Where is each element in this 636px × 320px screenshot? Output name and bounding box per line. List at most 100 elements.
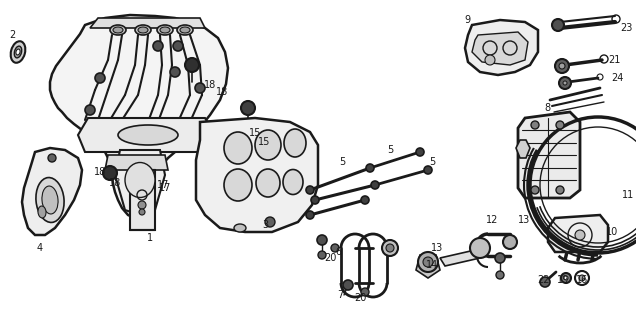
- Circle shape: [366, 164, 374, 172]
- Circle shape: [103, 166, 117, 180]
- Ellipse shape: [177, 25, 193, 35]
- Text: 5: 5: [429, 157, 435, 167]
- Text: 16: 16: [576, 275, 588, 285]
- Polygon shape: [105, 155, 168, 170]
- Circle shape: [424, 166, 432, 174]
- Polygon shape: [416, 255, 440, 278]
- Text: 15: 15: [249, 128, 261, 138]
- Circle shape: [343, 280, 353, 290]
- Circle shape: [559, 63, 565, 69]
- Text: 24: 24: [611, 73, 623, 83]
- Ellipse shape: [135, 25, 151, 35]
- Circle shape: [563, 81, 567, 85]
- Text: 17: 17: [159, 183, 171, 193]
- Text: 18: 18: [204, 80, 216, 90]
- Ellipse shape: [36, 178, 64, 222]
- Text: 7: 7: [337, 290, 343, 300]
- Circle shape: [138, 201, 146, 209]
- Text: 14: 14: [426, 260, 438, 270]
- Text: 5: 5: [339, 157, 345, 167]
- Polygon shape: [22, 148, 82, 235]
- Circle shape: [361, 196, 369, 204]
- Ellipse shape: [42, 186, 58, 214]
- Text: 12: 12: [486, 215, 498, 225]
- Polygon shape: [78, 118, 215, 152]
- Ellipse shape: [255, 130, 281, 160]
- Text: 20: 20: [324, 253, 336, 263]
- Circle shape: [173, 41, 183, 51]
- Circle shape: [241, 101, 255, 115]
- Text: 15: 15: [258, 137, 270, 147]
- Circle shape: [495, 253, 505, 263]
- Circle shape: [195, 83, 205, 93]
- Circle shape: [531, 121, 539, 129]
- Text: 1: 1: [147, 233, 153, 243]
- Text: 2: 2: [9, 30, 15, 40]
- Circle shape: [139, 209, 145, 215]
- Polygon shape: [130, 170, 155, 230]
- Ellipse shape: [157, 25, 173, 35]
- Polygon shape: [465, 20, 538, 75]
- Circle shape: [306, 186, 314, 194]
- Text: 9: 9: [464, 15, 470, 25]
- Polygon shape: [90, 18, 205, 28]
- Text: 17: 17: [157, 180, 169, 190]
- Circle shape: [48, 154, 56, 162]
- Circle shape: [318, 251, 326, 259]
- Circle shape: [470, 238, 490, 258]
- Text: 19: 19: [557, 275, 569, 285]
- Polygon shape: [50, 15, 228, 218]
- Circle shape: [531, 186, 539, 194]
- Text: 4: 4: [37, 243, 43, 253]
- Circle shape: [418, 252, 438, 272]
- Text: 23: 23: [620, 23, 632, 33]
- Text: 3: 3: [262, 220, 268, 230]
- Circle shape: [265, 217, 275, 227]
- Circle shape: [317, 235, 327, 245]
- Polygon shape: [548, 215, 608, 252]
- Circle shape: [485, 55, 495, 65]
- Circle shape: [556, 121, 564, 129]
- Text: 20: 20: [354, 293, 366, 303]
- Ellipse shape: [138, 27, 148, 33]
- Circle shape: [540, 277, 550, 287]
- Circle shape: [555, 59, 569, 73]
- Polygon shape: [115, 150, 165, 215]
- Text: 13: 13: [518, 215, 530, 225]
- Text: 8: 8: [544, 103, 550, 113]
- Circle shape: [552, 19, 564, 31]
- Ellipse shape: [113, 27, 123, 33]
- Circle shape: [386, 244, 394, 252]
- Circle shape: [85, 105, 95, 115]
- Circle shape: [579, 275, 585, 281]
- Ellipse shape: [284, 129, 306, 157]
- Circle shape: [503, 235, 517, 249]
- Polygon shape: [440, 250, 480, 266]
- Text: 18: 18: [94, 167, 106, 177]
- Polygon shape: [518, 112, 580, 198]
- Ellipse shape: [38, 206, 46, 218]
- Ellipse shape: [16, 49, 20, 55]
- Text: 22: 22: [537, 275, 550, 285]
- Ellipse shape: [14, 46, 22, 58]
- Ellipse shape: [234, 224, 246, 232]
- Circle shape: [564, 276, 568, 280]
- Ellipse shape: [256, 169, 280, 197]
- Text: 6: 6: [335, 247, 341, 257]
- Circle shape: [575, 230, 585, 240]
- Text: 18: 18: [216, 87, 228, 97]
- Ellipse shape: [224, 169, 252, 201]
- Circle shape: [331, 244, 339, 252]
- Circle shape: [423, 257, 433, 267]
- Circle shape: [153, 41, 163, 51]
- Ellipse shape: [224, 132, 252, 164]
- Text: 18: 18: [109, 178, 121, 188]
- Circle shape: [95, 73, 105, 83]
- Circle shape: [185, 58, 199, 72]
- Circle shape: [170, 67, 180, 77]
- Ellipse shape: [125, 163, 155, 197]
- Ellipse shape: [283, 170, 303, 195]
- Circle shape: [371, 181, 379, 189]
- Circle shape: [361, 288, 369, 296]
- Text: 10: 10: [606, 227, 618, 237]
